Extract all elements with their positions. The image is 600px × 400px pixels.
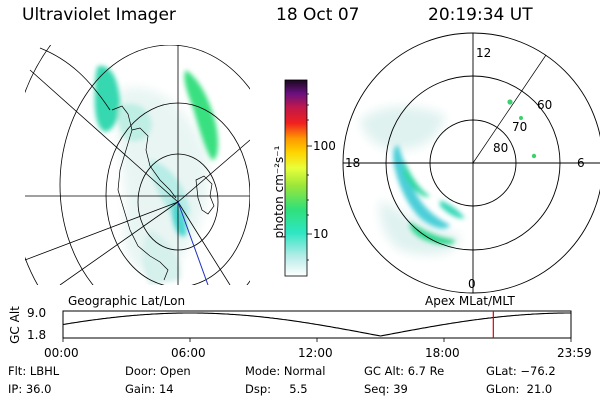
- aurora-emission-polar: [393, 145, 465, 245]
- mlt-label-0: 0: [468, 277, 476, 291]
- color-tick-10: 10: [313, 227, 329, 241]
- mlat-label-70: 70: [512, 120, 528, 134]
- info-door: Door: Open: [125, 364, 191, 378]
- aurora-emission-geo: [94, 65, 219, 285]
- color-tick-100: 100: [313, 139, 336, 153]
- info-filter: Flt: LBHL: [8, 364, 60, 378]
- time-tick-0000: 00:00: [44, 346, 79, 360]
- app-title: Ultraviolet Imager: [22, 5, 176, 25]
- info-mode: Mode: Normal: [245, 364, 326, 378]
- mlt-label-6: 6: [577, 156, 585, 170]
- color-scale-ticks: [307, 93, 312, 261]
- time-tick-2359: 23:59: [557, 346, 592, 360]
- geographic-map: [25, 45, 250, 285]
- time-label: 20:19:34 UT: [428, 5, 533, 25]
- mlt-label-18: 18: [345, 156, 361, 170]
- mlat-label-60: 60: [537, 98, 553, 112]
- alt-tick-max: 9.0: [27, 306, 47, 320]
- info-dsp: Dsp: 5.5: [245, 382, 308, 396]
- time-tick-1800: 18:00: [425, 346, 460, 360]
- alt-tick-min: 1.8: [27, 328, 47, 342]
- info-gc-alt: GC Alt: 6.7 Re: [364, 364, 445, 378]
- info-gain: Gain: 14: [125, 382, 174, 396]
- altitude-plot: [62, 310, 572, 342]
- geographic-panel-title: Geographic Lat/Lon: [68, 294, 186, 308]
- emission-dots: [507, 99, 537, 159]
- time-tick-1200: 12:00: [298, 346, 333, 360]
- mlt-label-12: 12: [476, 46, 492, 60]
- date-label: 18 Oct 07: [276, 5, 360, 25]
- color-scale-bar: [284, 79, 308, 277]
- apex-panel-title: Apex MLat/MLT: [425, 294, 515, 308]
- mlat-label-80: 80: [493, 141, 509, 155]
- altitude-curve: [62, 312, 571, 337]
- time-tick-0600: 06:00: [171, 346, 206, 360]
- polar-plot: [342, 32, 600, 294]
- info-seq: Seq: 39: [364, 382, 408, 396]
- color-scale-unit-label: photon cm⁻²s⁻¹: [272, 145, 286, 239]
- gc-alt-axis-label: GC Alt: [8, 306, 22, 344]
- info-ip: IP: 36.0: [8, 382, 52, 396]
- info-glon: GLon: 21.0: [486, 382, 553, 396]
- info-glat: GLat: −76.2: [486, 364, 556, 378]
